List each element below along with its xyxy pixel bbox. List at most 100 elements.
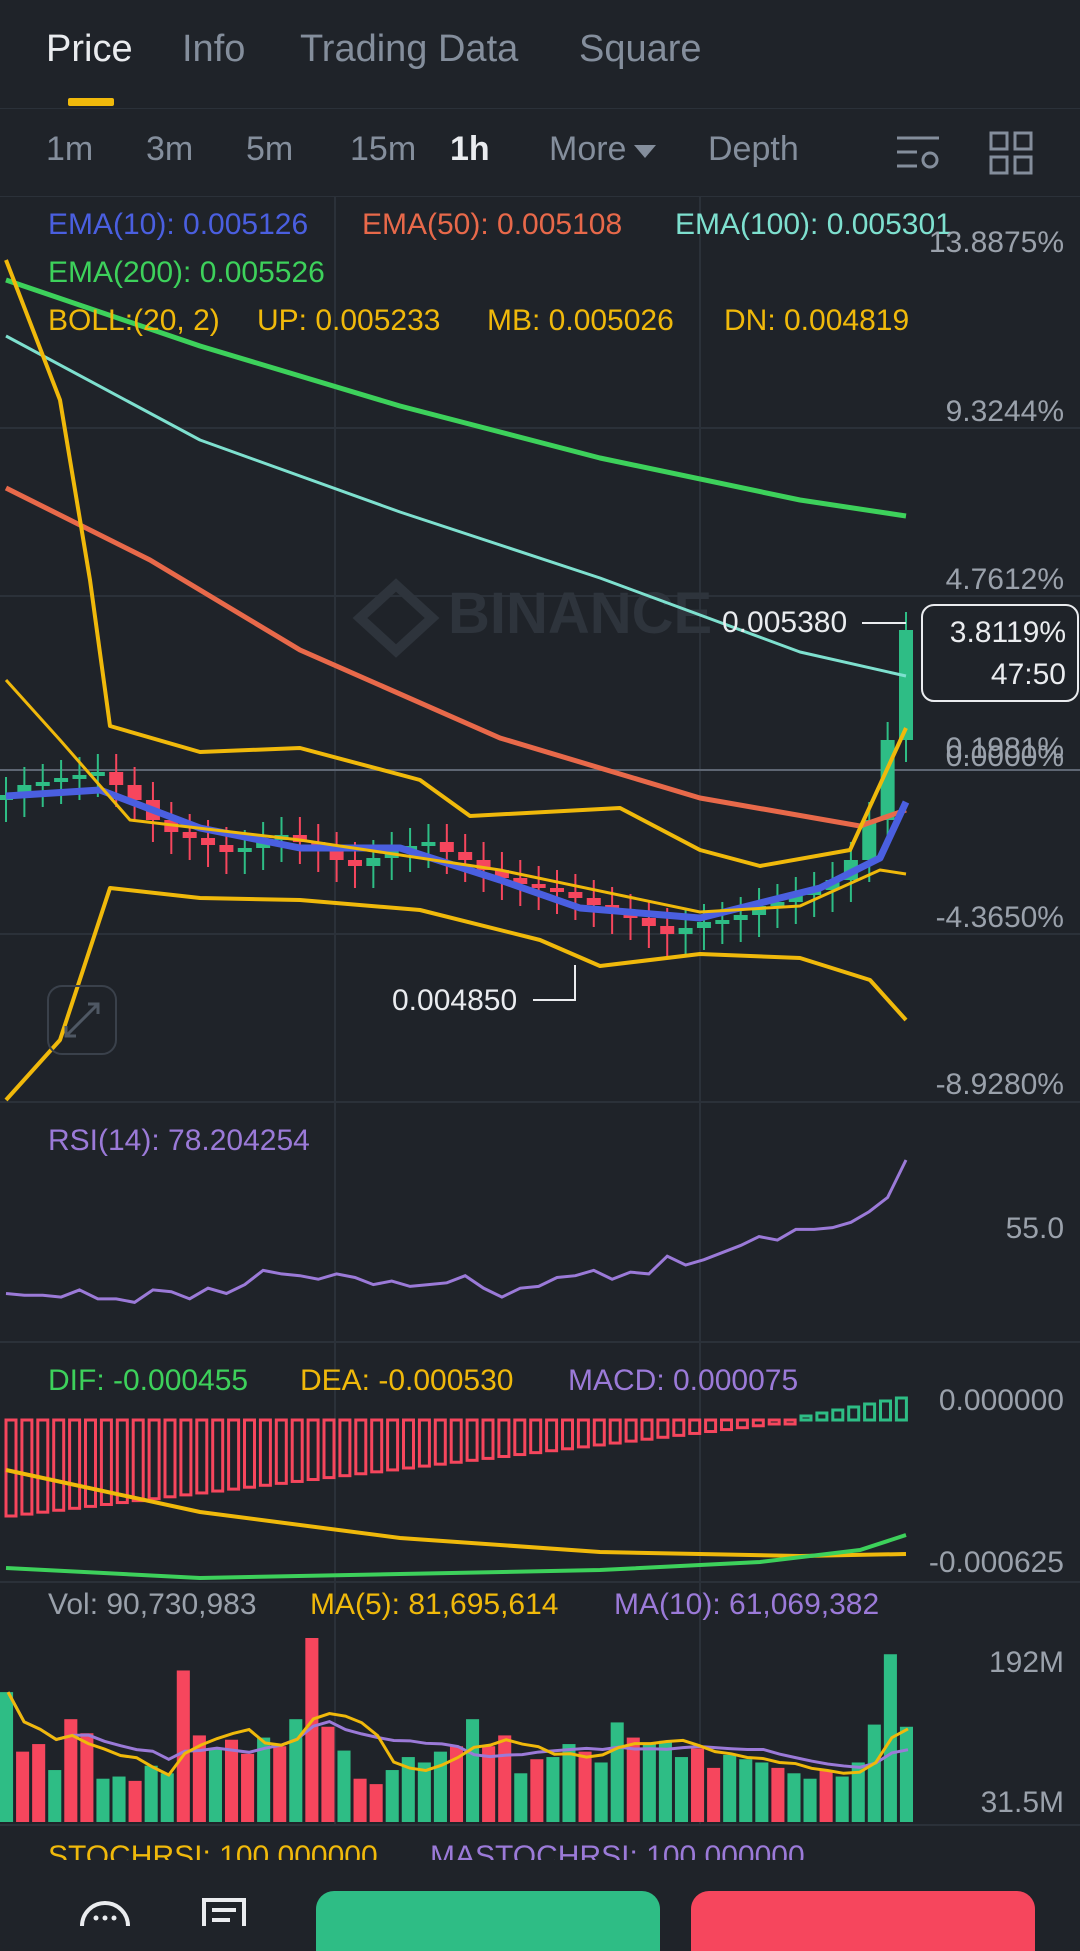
boll-up-label: UP: 0.005233 [257, 304, 441, 337]
interval-1m[interactable]: 1m [46, 130, 94, 168]
volume-bar [707, 1767, 721, 1822]
candle [568, 892, 583, 898]
macd-bar [243, 1418, 256, 1489]
volume-bar [417, 1762, 431, 1822]
volume-bar [433, 1751, 447, 1822]
macd-bar [433, 1418, 447, 1466]
volume-axis-bottom: 31.5M [980, 1786, 1064, 1819]
macd-bar [576, 1418, 590, 1449]
price-axis-label: 0.1981% [945, 732, 1064, 765]
candle [439, 842, 454, 852]
chart-settings-icon[interactable] [895, 130, 941, 176]
macd-bar [68, 1418, 82, 1510]
boll-dn-label: DN: 0.004819 [724, 304, 910, 337]
buy-button[interactable] [316, 1891, 660, 1951]
volume-bar [257, 1737, 271, 1822]
candle [127, 785, 142, 800]
macd-value-label: MACD: 0.000075 [568, 1364, 799, 1397]
volume-bar [369, 1784, 383, 1822]
candle [641, 918, 656, 926]
volume-bar [321, 1726, 335, 1822]
volume-bar [739, 1759, 753, 1822]
macd-bar [4, 1418, 18, 1518]
volume-bar [658, 1740, 672, 1822]
price-axis-label: 0.0000% [945, 740, 1064, 773]
volume-bar [642, 1744, 656, 1822]
more-label: More [549, 130, 627, 168]
volume-bar [691, 1748, 705, 1822]
candle [182, 832, 197, 838]
top-tab-bar: Price Info Trading Data Square [0, 0, 1080, 109]
macd-bar [847, 1405, 861, 1422]
candle [90, 772, 105, 776]
macd-bar [147, 1418, 161, 1501]
ema10-line [5, 786, 910, 922]
boll-label: BOLL:(20, 2) [48, 304, 220, 337]
candle [862, 820, 877, 860]
volume-bar [385, 1770, 399, 1822]
notes-icon[interactable] [200, 1896, 248, 1926]
macd-bar [52, 1418, 66, 1512]
volume-ma10-line [6, 1691, 909, 1769]
interval-15m[interactable]: 15m [350, 130, 417, 168]
macd-bar [672, 1418, 686, 1437]
macd-bar [815, 1411, 829, 1422]
ema100-line [5, 334, 907, 678]
macd-bar [608, 1418, 622, 1445]
volume-ma10-label: MA(10): 61,069,382 [614, 1588, 880, 1621]
dea-line [5, 1468, 907, 1559]
macd-bar [36, 1418, 50, 1514]
macd-bar [863, 1402, 877, 1422]
macd-bar [306, 1418, 320, 1482]
tab-price[interactable]: Price [46, 28, 133, 70]
volume-bar [192, 1735, 206, 1822]
ema100-label: EMA(100): 0.005301 [675, 208, 952, 241]
interval-5m[interactable]: 5m [246, 130, 294, 168]
volume-bar [160, 1773, 174, 1822]
price-chart[interactable]: BINANCE [0, 0, 1080, 1860]
volume-bar [208, 1748, 222, 1822]
interval-3m[interactable]: 3m [146, 130, 194, 168]
depth-tab[interactable]: Depth [708, 130, 799, 168]
rsi-label: RSI(14): 78.204254 [48, 1124, 310, 1157]
macd-bar [354, 1418, 368, 1476]
volume-bar [819, 1770, 833, 1822]
boll-mb-line [4, 678, 907, 914]
volume-bar [514, 1773, 528, 1822]
candle [752, 906, 767, 915]
ema200-line [5, 277, 907, 519]
volume-bar [530, 1759, 544, 1822]
interval-bar: 1m 3m 5m 15m 1h More Depth [0, 108, 1080, 197]
candle [770, 902, 785, 906]
tab-trading-data[interactable]: Trading Data [300, 28, 519, 70]
macd-bar [497, 1418, 511, 1458]
expand-icon[interactable] [47, 985, 117, 1055]
tab-info[interactable]: Info [182, 28, 246, 70]
grid-layout-icon[interactable] [988, 130, 1034, 176]
more-dropdown[interactable]: More [549, 130, 657, 169]
macd-bar [894, 1396, 908, 1422]
macd-bar [592, 1418, 606, 1447]
macd-bar [131, 1418, 145, 1503]
sell-button[interactable] [691, 1891, 1035, 1951]
volume-bar [112, 1776, 126, 1822]
tab-square[interactable]: Square [579, 28, 702, 70]
macd-bar [465, 1418, 479, 1462]
orders-icon[interactable] [78, 1896, 132, 1926]
price-axis-label: -4.3650% [935, 901, 1064, 934]
candle [54, 778, 69, 782]
candle [72, 775, 87, 779]
price-axis-label: 4.7612% [945, 563, 1064, 596]
candle [109, 772, 124, 785]
boll-dn-line [4, 886, 908, 1102]
macd-bar [258, 1418, 272, 1487]
indicator-lines [4, 259, 910, 1102]
macd-bar [290, 1418, 304, 1483]
ema50-line [4, 485, 907, 829]
macd-bar [529, 1418, 543, 1455]
candle [17, 785, 32, 795]
interval-1h[interactable]: 1h [450, 130, 490, 168]
volume-pane [0, 1638, 913, 1822]
current-change-label: 3.8119% [949, 616, 1066, 649]
candle [476, 860, 491, 870]
